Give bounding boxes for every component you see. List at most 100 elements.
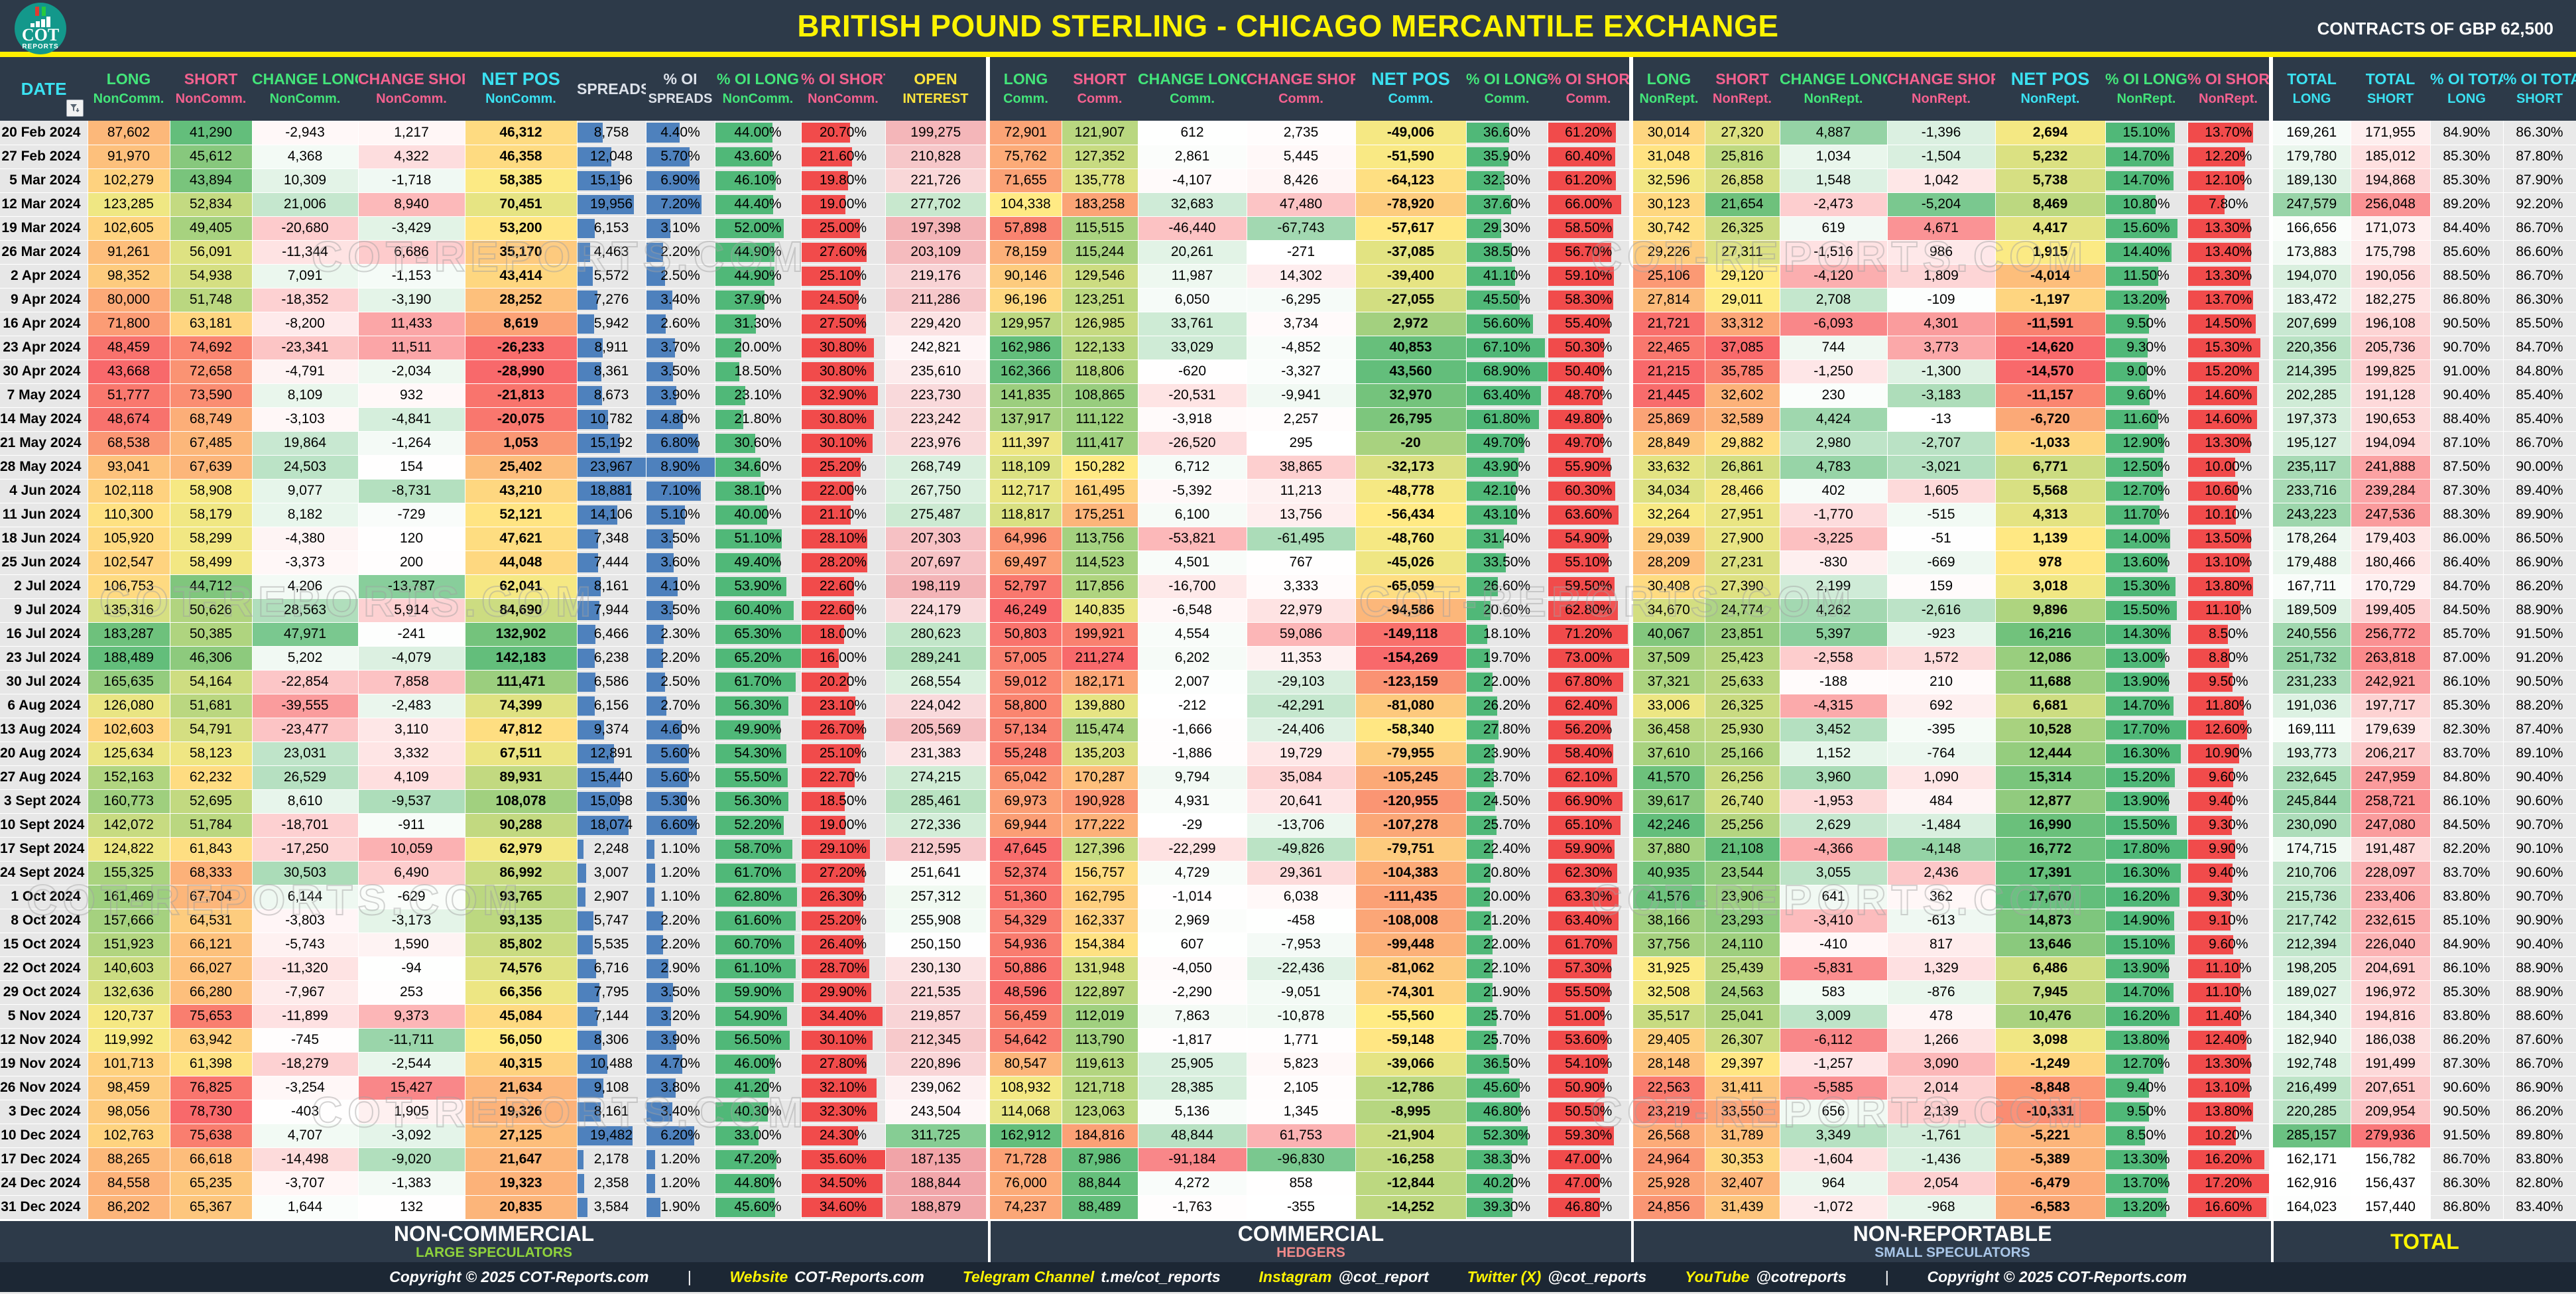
cell-nc_chg_short: -94 xyxy=(358,956,465,981)
cell-nc_long: 51,777 xyxy=(88,383,170,408)
cell-nc_long: 110,300 xyxy=(88,503,170,527)
cell-nc_net: 47,621 xyxy=(465,527,578,551)
data-bar xyxy=(577,481,631,501)
cell-oi_short_nc: 30.80% xyxy=(801,407,886,432)
cell-oi_long_c: 29.30% xyxy=(1466,216,1548,241)
cell-nr_chg_long: -410 xyxy=(1780,933,1888,957)
data-bar xyxy=(715,218,784,238)
cell-nc_short: 58,123 xyxy=(170,742,253,766)
cell-nr_long: 21,445 xyxy=(1629,383,1705,408)
cell-oi_short_nr: 17.20% xyxy=(2187,1171,2272,1196)
cell-c_net: -14,252 xyxy=(1355,1195,1467,1220)
cell-t_short: 226,040 xyxy=(2351,933,2431,957)
table-row: 6 Aug 2024 126,080 51,681 -39,555 -2,483 74,3… xyxy=(0,694,2576,718)
cell-nc_chg_short: -1,383 xyxy=(358,1171,465,1196)
col-header-oi_short_c: % OI SHORT Comm. xyxy=(1548,57,1631,121)
cell-nc_chg_long: 6,144 xyxy=(252,885,359,909)
data-bar xyxy=(715,648,800,668)
cell-t_long: 217,742 xyxy=(2269,909,2351,933)
cell-oi_long_nr: 11.50% xyxy=(2105,264,2188,289)
date-filter-icon[interactable] xyxy=(66,99,84,117)
cell-date: 26 Mar 2024 xyxy=(0,240,88,265)
cell-c_chg_short: 1,771 xyxy=(1247,1028,1356,1053)
cell-date: 25 Jun 2024 xyxy=(0,550,88,575)
cell-nr_net: 12,444 xyxy=(1995,742,2106,766)
col-header-t_short: TOTAL SHORT xyxy=(2351,57,2430,121)
table-row: 30 Jul 2024 165,635 54,164 -22,854 7,858 111,… xyxy=(0,670,2576,694)
cell-t_long: 243,223 xyxy=(2269,503,2351,527)
data-bar xyxy=(1548,1102,1605,1122)
data-bar xyxy=(646,1173,655,1193)
cell-c_long: 59,012 xyxy=(986,670,1062,694)
cell-oi_short_c: 59.50% xyxy=(1548,574,1632,599)
cell-t_long: 214,395 xyxy=(2269,359,2351,384)
cell-nr_chg_long: -1,250 xyxy=(1780,359,1888,384)
data-bar xyxy=(715,887,798,907)
cell-oi_t_long: 86.70% xyxy=(2430,1147,2504,1172)
cell-oi_short_nc: 25.20% xyxy=(801,455,886,480)
youtube-link[interactable]: YouTube @cotreports xyxy=(1685,1267,1847,1285)
cell-nr_long: 33,006 xyxy=(1629,694,1705,718)
table-row: 11 Jun 2024 110,300 58,179 8,182 -729 52,121 … xyxy=(0,503,2576,527)
cell-spreads: 10,782 xyxy=(577,407,646,432)
cell-t_short: 242,921 xyxy=(2351,670,2431,694)
cell-spreads: 6,586 xyxy=(577,670,646,694)
cell-nr_chg_long: -5,831 xyxy=(1780,956,1888,981)
data-bar xyxy=(715,1054,775,1074)
cell-oi_t_short: 89.80% xyxy=(2503,1124,2576,1148)
cell-oi_short_nr: 13.30% xyxy=(2187,264,2272,289)
cell-nr_chg_long: -4,315 xyxy=(1780,694,1888,718)
data-bar xyxy=(577,1006,598,1026)
cell-c_chg_long: 2,007 xyxy=(1138,670,1247,694)
cell-t_long: 233,716 xyxy=(2269,479,2351,503)
cell-oi_t_long: 86.30% xyxy=(2430,1171,2504,1196)
data-bar xyxy=(1548,170,1617,190)
data-bar xyxy=(1466,648,1490,668)
cell-nc_short: 62,232 xyxy=(170,765,253,790)
website-link[interactable]: Website COT-Reports.com xyxy=(729,1267,924,1285)
cell-c_chg_short: -42,291 xyxy=(1247,694,1356,718)
cell-date: 5 Nov 2024 xyxy=(0,1004,88,1029)
instagram-link[interactable]: Instagram @cot_report xyxy=(1258,1267,1429,1285)
cell-oi_spreads: 4.70% xyxy=(646,1052,715,1076)
cell-oi_t_long: 84.80% xyxy=(2430,765,2504,790)
cell-open_interest: 239,062 xyxy=(885,1076,989,1100)
cell-nc_net: 56,050 xyxy=(465,1028,578,1053)
cell-spreads: 12,891 xyxy=(577,742,646,766)
cell-oi_t_long: 88.50% xyxy=(2430,264,2504,289)
cell-open_interest: 220,896 xyxy=(885,1052,989,1076)
cell-nr_short: 27,231 xyxy=(1705,550,1780,575)
cell-c_chg_short: -22,436 xyxy=(1247,956,1356,981)
cell-oi_long_nr: 9.50% xyxy=(2105,312,2188,336)
data-bar xyxy=(577,982,600,1002)
cell-nc_short: 50,385 xyxy=(170,622,253,647)
cell-nr_short: 26,740 xyxy=(1705,789,1780,814)
cell-oi_long_c: 61.80% xyxy=(1466,407,1548,432)
cell-oi_short_nr: 9.30% xyxy=(2187,813,2272,838)
cell-c_long: 47,645 xyxy=(986,837,1062,862)
data-bar xyxy=(1548,863,1617,883)
cell-nr_short: 33,550 xyxy=(1705,1100,1780,1124)
cell-oi_t_short: 88.90% xyxy=(2503,598,2576,623)
cell-nr_short: 23,851 xyxy=(1705,622,1780,647)
cell-c_chg_long: 2,861 xyxy=(1138,145,1247,169)
telegram-link[interactable]: Telegram Channel t.me/cot_reports xyxy=(962,1267,1221,1285)
data-bar xyxy=(1466,433,1525,453)
cell-nc_chg_long: -3,707 xyxy=(252,1171,359,1196)
data-bar xyxy=(2105,218,2177,238)
cell-nc_chg_short: 9,373 xyxy=(358,1004,465,1029)
data-bar xyxy=(577,1078,603,1098)
cell-c_short: 150,282 xyxy=(1062,455,1138,480)
data-bar xyxy=(2187,170,2245,190)
cell-oi_long_c: 22.10% xyxy=(1466,956,1548,981)
cell-nr_net: -5,389 xyxy=(1995,1147,2106,1172)
cell-c_net: -79,955 xyxy=(1355,742,1467,766)
cell-c_short: 140,835 xyxy=(1062,598,1138,623)
twitter-link[interactable]: Twitter (X) @cot_reports xyxy=(1467,1267,1647,1285)
cell-date: 2 Apr 2024 xyxy=(0,264,88,289)
cell-nr_chg_short: 210 xyxy=(1887,670,1996,694)
cell-nc_chg_long: -4,791 xyxy=(252,359,359,384)
cell-nc_chg_long: 4,368 xyxy=(252,145,359,169)
cell-open_interest: 188,844 xyxy=(885,1171,989,1196)
cell-oi_long_c: 38.50% xyxy=(1466,240,1548,265)
